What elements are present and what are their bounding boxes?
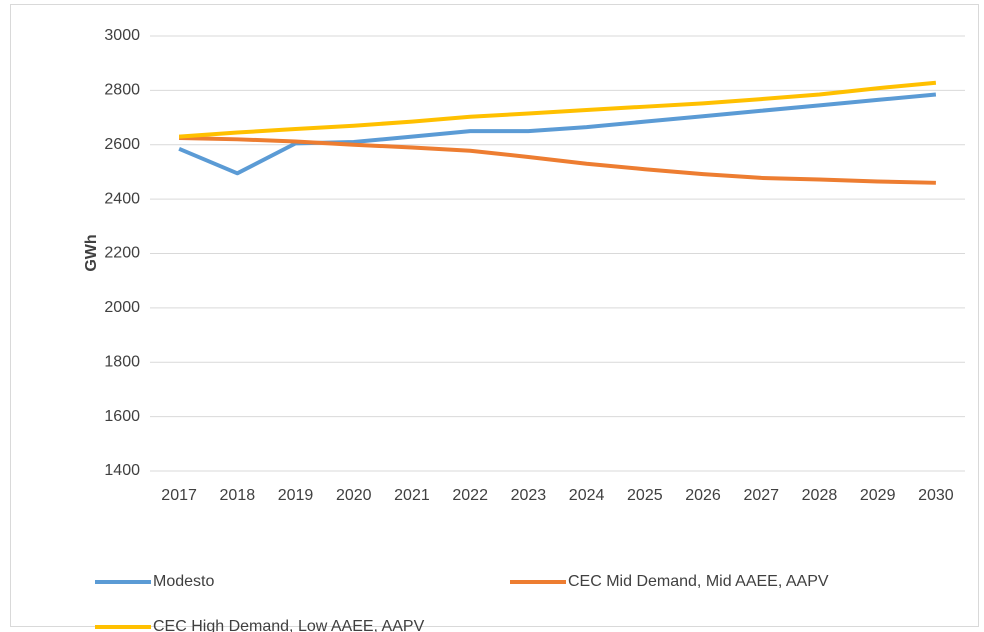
- x-tick-label: 2028: [802, 487, 838, 504]
- chart-border: [10, 4, 979, 627]
- legend-label: CEC High Demand, Low AAEE, AAPV: [153, 618, 425, 632]
- x-tick-label: 2029: [860, 487, 896, 504]
- series-line: [178, 80, 937, 139]
- series-line: [179, 135, 936, 185]
- x-tick-label: 2021: [394, 487, 430, 504]
- x-tick-label: 2025: [627, 487, 663, 504]
- x-tick-label: 2030: [918, 487, 954, 504]
- y-tick-label: 2000: [104, 299, 140, 316]
- x-tick-label: 2027: [743, 487, 779, 504]
- legend-label: Modesto: [153, 573, 214, 590]
- x-tick-label: 2018: [220, 487, 256, 504]
- y-tick-label: 1400: [104, 462, 140, 479]
- y-tick-label: 2400: [104, 190, 140, 207]
- x-tick-label: 2026: [685, 487, 721, 504]
- y-tick-label: 2200: [104, 245, 140, 262]
- x-tick-label: 2024: [569, 487, 605, 504]
- y-tick-label: 2600: [104, 136, 140, 153]
- x-tick-label: 2022: [452, 487, 488, 504]
- x-tick-label: 2020: [336, 487, 372, 504]
- legend-label: CEC Mid Demand, Mid AAEE, AAPV: [568, 573, 829, 590]
- x-tick-label: 2017: [161, 487, 197, 504]
- x-tick-label: 2019: [278, 487, 314, 504]
- y-tick-label: 2800: [104, 82, 140, 99]
- x-tick-label: 2023: [511, 487, 547, 504]
- y-tick-label: 1600: [104, 408, 140, 425]
- y-axis-label: GWh: [83, 234, 100, 271]
- y-tick-label: 1800: [104, 353, 140, 370]
- y-tick-label: 3000: [104, 27, 140, 44]
